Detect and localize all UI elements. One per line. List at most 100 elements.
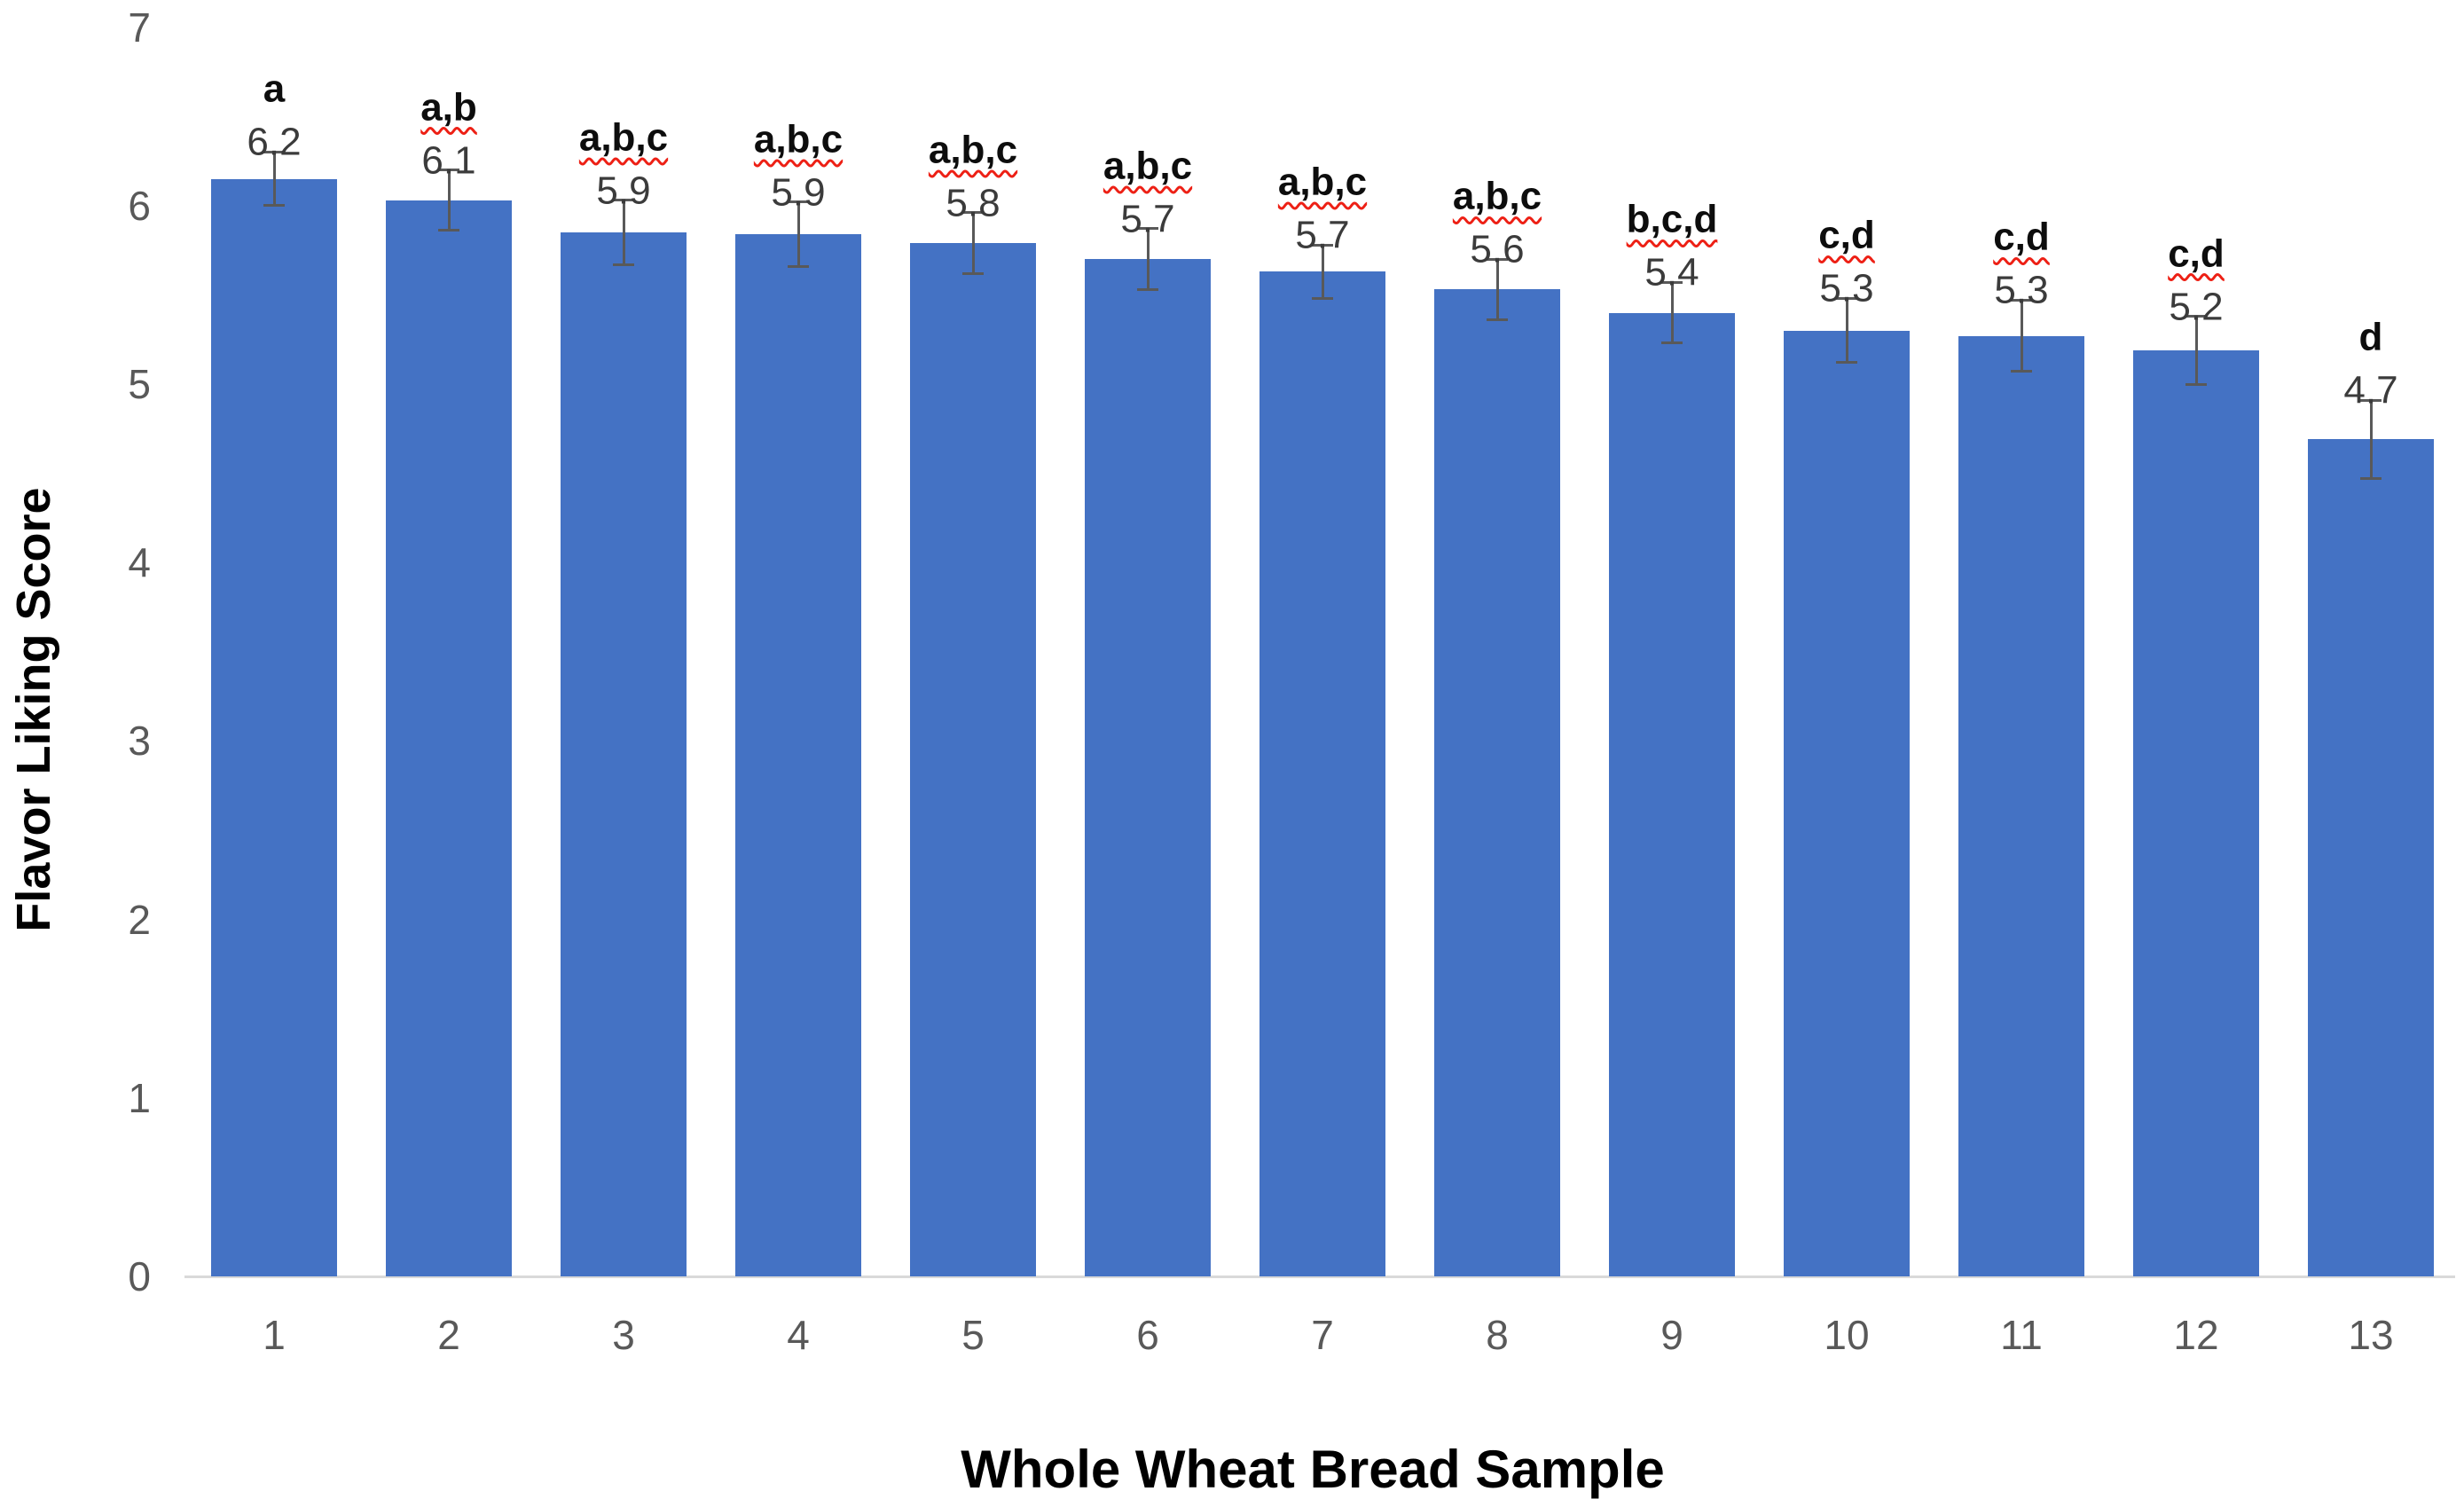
- error-bar-top-cap-12: [2185, 315, 2207, 318]
- error-bar-bottom-cap-8: [1487, 318, 1508, 322]
- x-tick-label-10: 10: [1824, 1312, 1870, 1358]
- error-bar-bottom-cap-7: [1312, 296, 1333, 300]
- x-axis-title: Whole Wheat Bread Sample: [961, 1440, 1665, 1499]
- bar-sample-11: [1958, 335, 2084, 1276]
- error-bar-sample-13: [2369, 400, 2373, 479]
- significance-letters-5: a,b,c: [928, 128, 1018, 172]
- significance-letters-3: a,b,c: [578, 115, 669, 160]
- x-tick-label-1: 1: [263, 1312, 286, 1358]
- y-tick-label-4: 4: [128, 539, 151, 586]
- value-label-3: 5.9: [596, 169, 651, 213]
- x-tick-label-12: 12: [2173, 1312, 2219, 1358]
- significance-letters-9: b,c,d: [1626, 197, 1718, 241]
- error-bar-sample-3: [622, 200, 625, 265]
- value-label-1: 6.2: [247, 121, 302, 165]
- error-bar-sample-2: [447, 169, 451, 231]
- y-tick-label-3: 3: [128, 718, 151, 765]
- error-bar-top-cap-2: [438, 169, 459, 172]
- error-bar-sample-7: [1321, 245, 1324, 299]
- bar-sample-10: [1784, 330, 1910, 1276]
- bar-sample-4: [735, 233, 861, 1276]
- error-bar-sample-1: [272, 152, 276, 206]
- error-bar-sample-12: [2194, 316, 2198, 384]
- bar-sample-7: [1259, 271, 1385, 1276]
- x-tick-label-13: 13: [2348, 1312, 2394, 1358]
- x-tick-label-5: 5: [961, 1312, 985, 1358]
- value-label-2: 6.1: [421, 138, 476, 183]
- x-tick-label-6: 6: [1136, 1312, 1159, 1358]
- x-tick-label-7: 7: [1311, 1312, 1334, 1358]
- error-bar-sample-10: [1845, 298, 1848, 363]
- significance-letters-10: c,d: [1818, 214, 1875, 258]
- x-tick-label-11: 11: [2000, 1312, 2043, 1358]
- error-bar-sample-11: [2020, 300, 2023, 372]
- value-label-11: 5.3: [1994, 269, 2049, 313]
- error-bar-sample-8: [1495, 259, 1499, 320]
- error-bar-bottom-cap-1: [263, 204, 285, 208]
- y-tick-label-5: 5: [128, 361, 151, 407]
- bar-sample-3: [561, 232, 687, 1276]
- error-bar-bottom-cap-3: [613, 263, 634, 266]
- error-bar-top-cap-8: [1487, 257, 1508, 261]
- error-bar-sample-5: [971, 212, 975, 274]
- y-tick-label-6: 6: [128, 182, 151, 229]
- error-bar-bottom-cap-2: [438, 229, 459, 232]
- error-bar-bottom-cap-10: [1836, 361, 1857, 365]
- error-bar-sample-6: [1146, 228, 1150, 290]
- bar-sample-2: [386, 200, 512, 1276]
- error-bar-top-cap-6: [1137, 227, 1158, 231]
- significance-letters-12: c,d: [2168, 232, 2225, 276]
- error-bar-bottom-cap-13: [2360, 477, 2382, 481]
- x-tick-label-4: 4: [787, 1312, 810, 1358]
- significance-letters-11: c,d: [1993, 216, 2050, 260]
- value-label-12: 5.2: [2169, 285, 2224, 329]
- y-tick-label-7: 7: [128, 4, 151, 51]
- value-label-6: 5.7: [1120, 197, 1175, 241]
- bar-sample-9: [1609, 312, 1735, 1276]
- error-bar-bottom-cap-4: [788, 264, 809, 268]
- bar-sample-1: [211, 178, 337, 1276]
- bar-sample-6: [1085, 259, 1211, 1276]
- bar-sample-12: [2133, 349, 2259, 1276]
- y-tick-label-1: 1: [128, 1074, 151, 1121]
- significance-letters-1: a: [263, 67, 286, 112]
- y-tick-label-0: 0: [128, 1253, 151, 1299]
- error-bar-bottom-cap-12: [2185, 382, 2207, 386]
- value-label-9: 5.4: [1644, 250, 1699, 294]
- error-bar-top-cap-4: [788, 200, 809, 204]
- error-bar-bottom-cap-9: [1661, 341, 1683, 345]
- significance-letters-13: d: [2358, 315, 2383, 359]
- x-tick-label-3: 3: [612, 1312, 635, 1358]
- error-bar-top-cap-10: [1836, 296, 1857, 300]
- significance-letters-8: a,b,c: [1452, 174, 1542, 218]
- x-tick-label-2: 2: [437, 1312, 460, 1358]
- error-bar-top-cap-11: [2011, 298, 2032, 302]
- value-label-13: 4.7: [2343, 368, 2398, 412]
- bar-sample-8: [1434, 289, 1560, 1276]
- error-bar-top-cap-5: [962, 211, 984, 215]
- error-bar-top-cap-1: [263, 150, 285, 153]
- error-bar-top-cap-3: [613, 199, 634, 202]
- error-bar-top-cap-9: [1661, 280, 1683, 284]
- significance-letters-6: a,b,c: [1103, 144, 1193, 188]
- error-bar-sample-9: [1670, 282, 1674, 343]
- bar-sample-5: [910, 243, 1036, 1276]
- error-bar-bottom-cap-11: [2011, 370, 2032, 373]
- error-bar-top-cap-13: [2360, 398, 2382, 402]
- value-label-10: 5.3: [1819, 267, 1874, 311]
- value-label-4: 5.9: [771, 170, 826, 215]
- error-bar-bottom-cap-6: [1137, 287, 1158, 291]
- significance-letters-4: a,b,c: [753, 117, 844, 161]
- x-tick-label-8: 8: [1486, 1312, 1509, 1358]
- error-bar-sample-4: [796, 201, 800, 267]
- bar-sample-13: [2308, 439, 2434, 1276]
- value-label-5: 5.8: [946, 181, 1001, 225]
- y-tick-label-2: 2: [128, 896, 151, 943]
- x-tick-label-9: 9: [1660, 1312, 1683, 1358]
- x-axis-line: [184, 1275, 2455, 1278]
- error-bar-bottom-cap-5: [962, 271, 984, 275]
- significance-letters-7: a,b,c: [1277, 160, 1368, 204]
- y-axis-title: Flavor Liking Score: [7, 487, 60, 932]
- value-label-8: 5.6: [1470, 227, 1525, 271]
- significance-letters-2: a,b: [420, 85, 477, 130]
